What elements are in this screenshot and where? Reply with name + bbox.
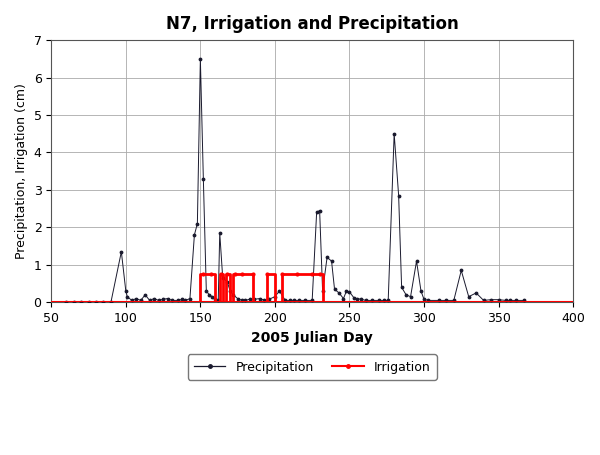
Title: N7, Irrigation and Precipitation: N7, Irrigation and Precipitation (166, 15, 458, 33)
Y-axis label: Precipitation, Irrigation (cm): Precipitation, Irrigation (cm) (15, 83, 28, 259)
Legend: Precipitation, Irrigation: Precipitation, Irrigation (188, 354, 437, 380)
X-axis label: 2005 Julian Day: 2005 Julian Day (251, 331, 373, 344)
